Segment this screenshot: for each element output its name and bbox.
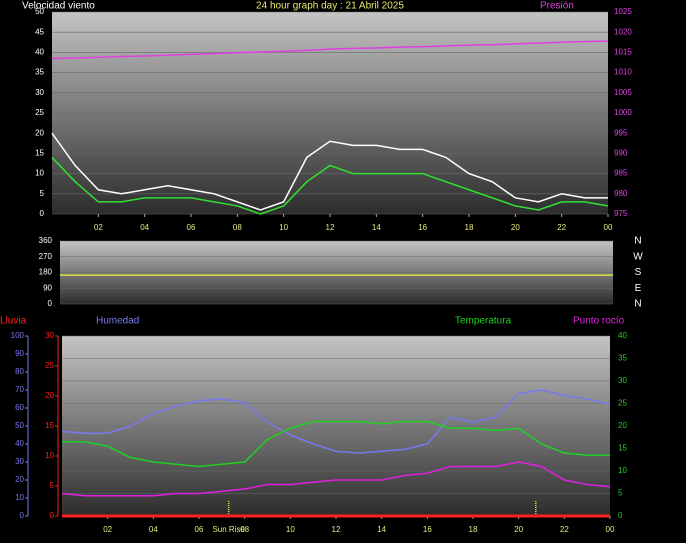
y-tick-label: 10 xyxy=(35,169,44,178)
y-tick-label: 20 xyxy=(15,475,24,484)
x-tick-label: 06 xyxy=(195,525,204,534)
y-tick-label: 90 xyxy=(15,349,24,358)
x-tick-label: 20 xyxy=(511,223,520,232)
x-tick-label: 08 xyxy=(240,525,249,534)
y-axis-label: Velocidad viento xyxy=(22,1,95,12)
series-line xyxy=(51,132,608,211)
y2-tick-label: N xyxy=(634,299,641,310)
y-tick-label: 5 xyxy=(40,189,45,198)
y2-tick-label: 1015 xyxy=(614,48,632,57)
y2-tick-label: 25 xyxy=(618,399,627,408)
y-tick-label: 30 xyxy=(35,88,44,97)
x-tick-label: 10 xyxy=(286,525,295,534)
x-tick-label: 02 xyxy=(103,525,112,534)
y-tick-label: 50 xyxy=(35,7,44,16)
x-tick-label: 14 xyxy=(377,525,386,534)
y-tick-label: 50 xyxy=(15,421,24,430)
y-tick-label: 360 xyxy=(39,236,53,245)
y3-tick-label: 15 xyxy=(45,421,54,430)
y-tick-label: 35 xyxy=(35,68,44,77)
y3-tick-label: 0 xyxy=(50,511,55,520)
y3-tick-label: 5 xyxy=(50,481,55,490)
x-tick-label: 12 xyxy=(332,525,341,534)
y-tick-label: 70 xyxy=(15,385,24,394)
x-tick-label: 02 xyxy=(94,223,103,232)
y-tick-label: 80 xyxy=(15,367,24,376)
y-tick-label: 10 xyxy=(15,493,24,502)
y-tick-label: 270 xyxy=(39,252,53,261)
chart-title: 24 hour graph day : 21 Abril 2025 xyxy=(256,1,404,12)
y-tick-label: 60 xyxy=(15,403,24,412)
y2-tick-label: 1010 xyxy=(614,68,632,77)
y2-tick-label: N xyxy=(634,236,641,247)
series-line xyxy=(51,40,609,60)
y-tick-label: 0 xyxy=(40,209,45,218)
legend-label: Lluvia xyxy=(0,316,27,327)
x-tick-label: 18 xyxy=(469,525,478,534)
y-tick-label: 40 xyxy=(35,48,44,57)
y2-tick-label: 40 xyxy=(618,331,627,340)
series-line xyxy=(61,461,611,497)
y-tick-label: 100 xyxy=(11,331,25,340)
y-tick-label: 20 xyxy=(35,128,44,137)
y2-tick-label: 1020 xyxy=(614,27,632,36)
y2-tick-label: 995 xyxy=(614,128,628,137)
x-tick-label: 04 xyxy=(149,525,158,534)
y2-tick-label: S xyxy=(635,267,642,278)
y2-tick-label: 985 xyxy=(614,169,628,178)
x-tick-label: 06 xyxy=(187,223,196,232)
y2-tick-label: 5 xyxy=(618,489,623,498)
series-line xyxy=(51,156,609,215)
x-tick-label: 12 xyxy=(326,223,335,232)
x-tick-label: 10 xyxy=(279,223,288,232)
y2-tick-label: 975 xyxy=(614,209,628,218)
y-tick-label: 180 xyxy=(39,268,53,277)
y2-tick-label: W xyxy=(633,251,643,262)
y2-tick-label: 20 xyxy=(618,421,627,430)
legend-label: Humedad xyxy=(96,316,139,327)
x-tick-label: 04 xyxy=(140,223,149,232)
y2-tick-label: 980 xyxy=(614,189,628,198)
x-tick-label: 00 xyxy=(604,223,613,232)
y-tick-label: 0 xyxy=(48,299,53,308)
y3-tick-label: 30 xyxy=(45,331,54,340)
x-tick-label: 18 xyxy=(465,223,474,232)
y-tick-label: 45 xyxy=(35,27,44,36)
y-tick-label: 0 xyxy=(20,511,25,520)
y-tick-label: 90 xyxy=(43,283,52,292)
y2-tick-label: 0 xyxy=(618,511,623,520)
x-tick-label: 16 xyxy=(418,223,427,232)
series-line xyxy=(61,389,611,454)
y2-tick-label: 1005 xyxy=(614,88,632,97)
x-tick-label: 20 xyxy=(514,525,523,534)
x-tick-label: 08 xyxy=(233,223,242,232)
x-tick-label: 22 xyxy=(557,223,566,232)
legend-label: Punto rocío xyxy=(573,316,625,327)
y2-tick-label: 990 xyxy=(614,149,628,158)
y2-tick-label: 30 xyxy=(618,376,627,385)
y-tick-label: 30 xyxy=(15,457,24,466)
y-tick-label: 25 xyxy=(35,108,44,117)
x-tick-label: 14 xyxy=(372,223,381,232)
y2-tick-label: 35 xyxy=(618,354,627,363)
y2-axis-label: Presión xyxy=(540,1,574,12)
legend-label: Temperatura xyxy=(455,316,512,327)
y-tick-label: 40 xyxy=(15,439,24,448)
y3-tick-label: 25 xyxy=(45,361,54,370)
y3-tick-label: 10 xyxy=(45,451,54,460)
x-tick-label: 00 xyxy=(606,525,615,534)
y2-tick-label: 1000 xyxy=(614,108,632,117)
x-tick-label: 16 xyxy=(423,525,432,534)
series-line xyxy=(62,420,610,468)
annotation-text: Sun Rise xyxy=(212,525,245,534)
y2-tick-label: 15 xyxy=(618,444,627,453)
x-tick-label: 22 xyxy=(560,525,569,534)
y-tick-label: 15 xyxy=(35,149,44,158)
y2-tick-label: E xyxy=(635,283,642,294)
y2-tick-label: 10 xyxy=(618,466,627,475)
y3-tick-label: 20 xyxy=(45,391,54,400)
y2-tick-label: 1025 xyxy=(614,7,632,16)
